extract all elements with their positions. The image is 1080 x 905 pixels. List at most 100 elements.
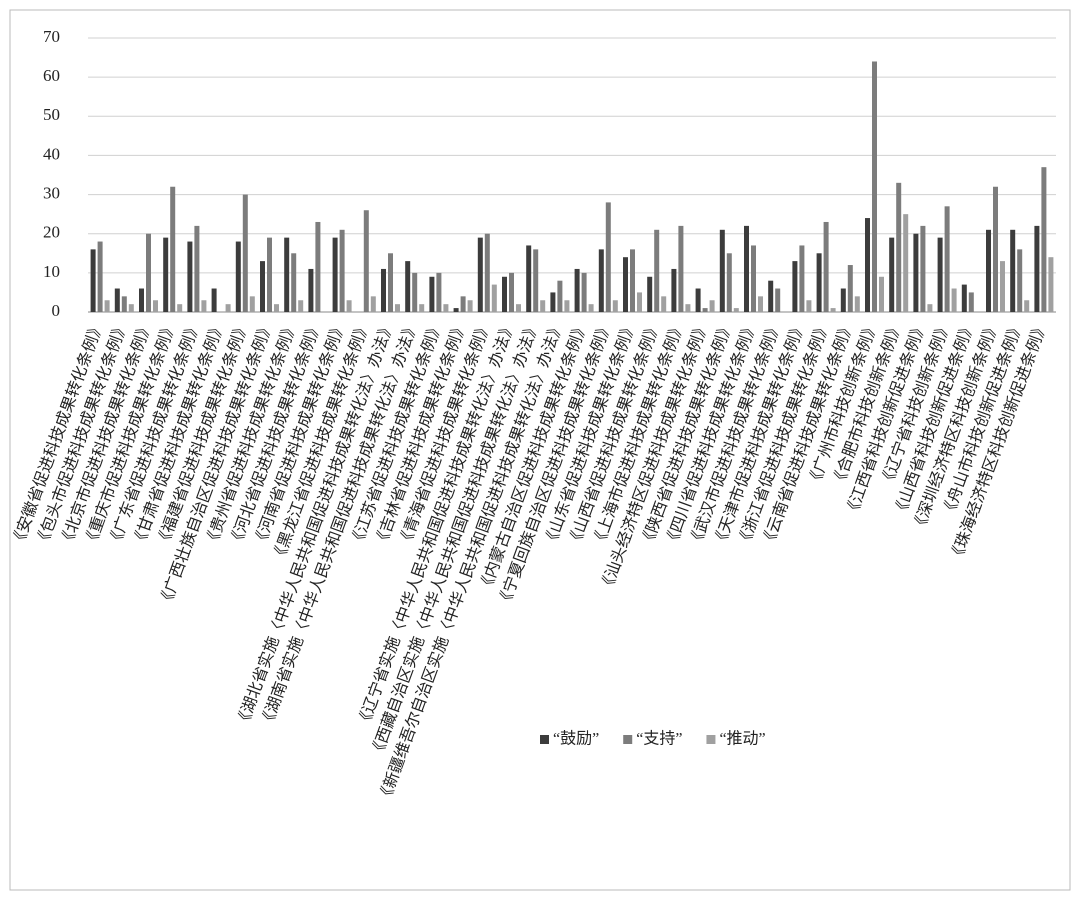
bar <box>477 237 483 312</box>
bar <box>526 245 532 312</box>
y-tick-label: 70 <box>43 27 60 46</box>
bar <box>654 229 660 312</box>
bar <box>896 182 902 312</box>
bar <box>260 261 265 312</box>
bar <box>605 202 611 312</box>
y-tick-label: 30 <box>43 183 60 202</box>
bar <box>284 237 290 312</box>
bar <box>581 272 587 312</box>
bar <box>823 221 829 312</box>
bar <box>854 296 860 312</box>
bar <box>291 253 297 312</box>
bar <box>104 300 110 312</box>
bar <box>840 288 846 312</box>
y-tick-label: 10 <box>43 262 60 281</box>
bar <box>758 296 763 312</box>
bar <box>187 241 193 312</box>
bar <box>177 304 183 312</box>
bar <box>114 288 120 312</box>
bar <box>225 304 231 312</box>
bar <box>557 280 563 312</box>
bar <box>733 308 739 312</box>
bar <box>332 237 338 312</box>
bar <box>647 276 653 312</box>
bar <box>491 284 497 312</box>
bar <box>298 300 304 312</box>
bar <box>453 308 459 312</box>
bar <box>121 296 127 312</box>
bar <box>792 261 798 312</box>
bar <box>419 304 425 312</box>
bar <box>588 304 594 312</box>
bar <box>879 276 884 312</box>
bar <box>993 186 998 312</box>
bar <box>443 304 449 312</box>
bar <box>671 268 677 312</box>
bar <box>516 304 521 312</box>
bar <box>315 221 321 312</box>
bar <box>623 257 628 312</box>
bar <box>211 288 217 312</box>
bar <box>986 229 991 312</box>
bar <box>961 284 967 312</box>
bar <box>1010 229 1016 312</box>
bar <box>944 206 950 312</box>
bar <box>163 237 169 312</box>
legend-swatch <box>623 735 633 744</box>
bar <box>951 288 957 312</box>
bar <box>484 233 490 312</box>
bar <box>744 225 749 312</box>
bar <box>816 253 822 312</box>
bar <box>574 268 580 312</box>
bar <box>937 237 943 312</box>
bar <box>194 225 200 312</box>
bar <box>429 276 435 312</box>
bar <box>726 253 732 312</box>
frame <box>9 9 1071 891</box>
bar <box>1041 167 1047 312</box>
bar <box>346 300 352 312</box>
bar <box>388 253 393 312</box>
bar <box>1000 261 1005 312</box>
bar <box>865 218 870 312</box>
bar <box>395 304 400 312</box>
legend-label: “鼓励” <box>553 730 599 748</box>
bar <box>267 237 272 312</box>
bar <box>201 300 207 312</box>
y-tick-label: 40 <box>43 144 60 163</box>
bar <box>1048 257 1054 312</box>
bar <box>436 272 442 312</box>
bar <box>685 304 691 312</box>
legend-swatch <box>540 735 549 744</box>
bar <box>363 210 369 312</box>
bar <box>274 304 279 312</box>
bar <box>235 241 241 312</box>
bar <box>412 272 418 312</box>
bar <box>1024 300 1030 312</box>
bar <box>564 300 570 312</box>
legend-swatch <box>706 735 716 744</box>
bar <box>806 300 812 312</box>
bar <box>830 308 836 312</box>
bar <box>153 300 158 312</box>
bar <box>308 268 314 312</box>
bar <box>709 300 715 312</box>
bar <box>502 276 507 312</box>
bar <box>128 304 134 312</box>
bar <box>90 249 96 312</box>
bar <box>927 304 933 312</box>
bar <box>637 292 642 312</box>
bar <box>799 245 805 312</box>
bar <box>146 233 151 312</box>
bar <box>630 249 635 312</box>
bar <box>695 288 701 312</box>
bar <box>889 237 895 312</box>
bar <box>719 229 725 312</box>
bar <box>249 296 255 312</box>
bar <box>678 225 684 312</box>
y-tick-label: 60 <box>43 66 60 85</box>
bar <box>405 261 411 312</box>
bar <box>242 194 248 312</box>
bar <box>913 233 919 312</box>
bar <box>872 61 877 312</box>
